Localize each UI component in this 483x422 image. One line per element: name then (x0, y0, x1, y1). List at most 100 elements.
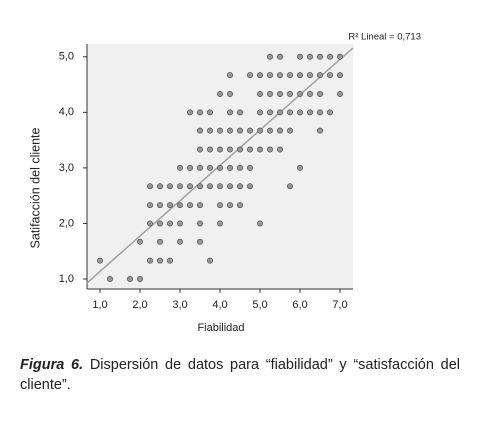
point (216, 183, 223, 190)
point (286, 127, 293, 134)
point (216, 220, 223, 227)
point (97, 257, 104, 264)
point (276, 109, 283, 116)
point (276, 53, 283, 60)
point (286, 91, 293, 98)
point (156, 183, 163, 190)
point (266, 146, 273, 153)
point (266, 91, 273, 98)
point (196, 183, 203, 190)
point (226, 164, 233, 171)
point (196, 202, 203, 209)
point (296, 72, 303, 79)
point (236, 109, 243, 116)
point (226, 72, 233, 79)
point (246, 127, 253, 134)
caption-label: Figura 6. (20, 357, 84, 373)
point (186, 109, 193, 116)
point (256, 127, 263, 134)
point (256, 220, 263, 227)
caption: Figura 6. Dispersión de datos para “fiab… (20, 355, 460, 395)
point (186, 183, 193, 190)
point (256, 109, 263, 116)
x-tick-label: 7,0 (332, 299, 347, 311)
point (296, 164, 303, 171)
point (296, 109, 303, 116)
point (196, 220, 203, 227)
point (156, 220, 163, 227)
point (166, 183, 173, 190)
point (226, 109, 233, 116)
point (206, 257, 213, 264)
point (326, 53, 333, 60)
point (316, 72, 323, 79)
x-tick-label: 5,0 (252, 299, 267, 311)
chart: R² Lineal = 0,713 Fiabilidad Satifacción… (28, 32, 421, 334)
point (107, 275, 114, 282)
point (306, 109, 313, 116)
point (216, 164, 223, 171)
point (146, 202, 153, 209)
point (256, 91, 263, 98)
point (127, 275, 134, 282)
point (336, 53, 343, 60)
point (276, 91, 283, 98)
point (266, 127, 273, 134)
point (336, 91, 343, 98)
y-tick-label: 3,0 (59, 162, 74, 174)
point (226, 146, 233, 153)
point (226, 91, 233, 98)
point (206, 164, 213, 171)
point (246, 164, 253, 171)
point (176, 202, 183, 209)
point (316, 53, 323, 60)
point (246, 183, 253, 190)
y-axis-label: Satifacción del cliente (28, 128, 42, 249)
point (166, 257, 173, 264)
point (146, 220, 153, 227)
point (176, 164, 183, 171)
point (196, 164, 203, 171)
point (216, 202, 223, 209)
point (166, 202, 173, 209)
point (306, 72, 313, 79)
point (266, 53, 273, 60)
point (146, 257, 153, 264)
point (226, 183, 233, 190)
point (216, 146, 223, 153)
point (156, 238, 163, 245)
point (286, 183, 293, 190)
point (146, 183, 153, 190)
point (226, 202, 233, 209)
point (176, 238, 183, 245)
y-tick-label: 1,0 (59, 273, 74, 285)
point (196, 238, 203, 245)
point (316, 127, 323, 134)
point (326, 109, 333, 116)
point (186, 202, 193, 209)
point (236, 164, 243, 171)
point (196, 109, 203, 116)
point (216, 91, 223, 98)
point (316, 109, 323, 116)
point (326, 72, 333, 79)
point (276, 127, 283, 134)
point (166, 220, 173, 227)
point (286, 72, 293, 79)
y-tick-label: 4,0 (59, 106, 74, 118)
point (256, 72, 263, 79)
x-tick-label: 2,0 (132, 299, 147, 311)
x-tick-label: 4,0 (212, 299, 227, 311)
point (236, 183, 243, 190)
point (216, 127, 223, 134)
point (206, 183, 213, 190)
point (176, 183, 183, 190)
point (136, 238, 143, 245)
point (206, 146, 213, 153)
point (206, 109, 213, 116)
point (236, 202, 243, 209)
point (206, 127, 213, 134)
point (286, 109, 293, 116)
point (276, 146, 283, 153)
